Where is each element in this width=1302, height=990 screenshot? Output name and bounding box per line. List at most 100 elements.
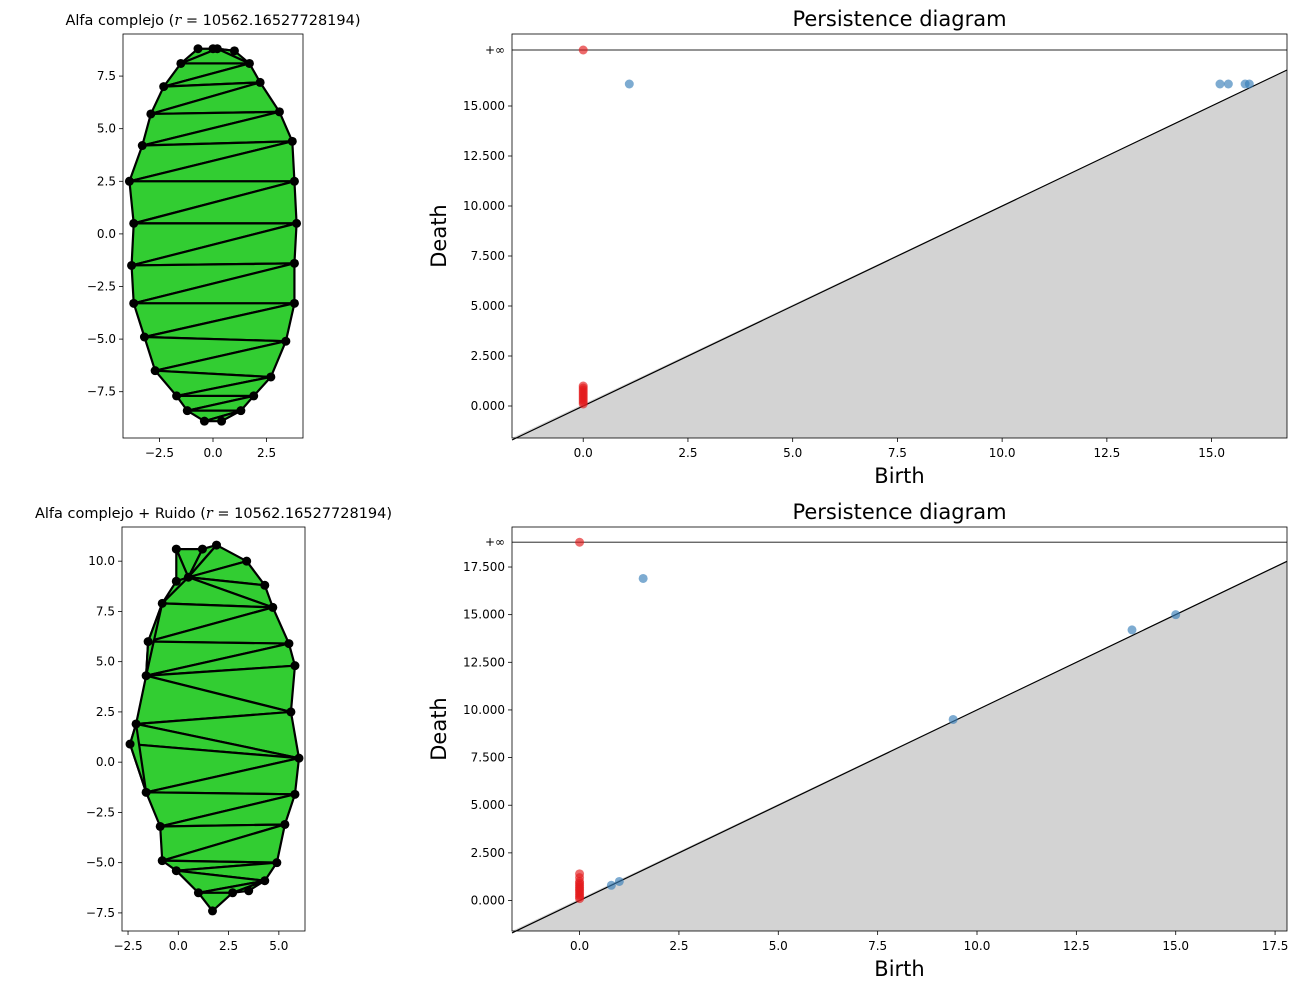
vertex-point	[125, 739, 135, 749]
y-tick-label: 0.000	[471, 399, 505, 413]
vertex-point	[274, 107, 284, 117]
vertex-point	[229, 46, 239, 56]
x-tick-label: 10.0	[964, 939, 991, 953]
title-suffix: = 10562.16527728194)	[213, 506, 392, 522]
title-prefix: Alfa complejo (	[65, 13, 174, 29]
title-r: r	[206, 506, 214, 522]
title-prefix: Alfa complejo + Ruido (	[35, 506, 206, 522]
persistence-point	[1127, 625, 1137, 635]
diagonal-line	[511, 560, 1288, 934]
vertex-point	[280, 819, 290, 829]
vertex-point	[290, 661, 300, 671]
triangle	[128, 722, 148, 794]
vertex-point	[155, 821, 165, 831]
triangle	[197, 891, 234, 913]
x-tick-label: 2.5	[257, 446, 276, 460]
y-tick-label: 2.500	[471, 349, 505, 363]
vertex-point	[242, 556, 252, 566]
y-tick-label: 5.0	[97, 122, 116, 136]
persistence-point	[1223, 79, 1233, 89]
persistence-point	[578, 381, 588, 391]
persistence-diagram-noise-panel: +∞ 0.0 2.5 5.0 7.5 10.0 12.5 15.0 17.5 0.000 2.500…	[427, 500, 1288, 981]
y-tick-label: 15.000	[463, 99, 505, 113]
vertex-point	[228, 888, 238, 898]
vertex-point	[281, 336, 291, 346]
vertex-point	[289, 298, 299, 308]
y-tick-label: 7.500	[471, 249, 505, 263]
vertex-point	[137, 141, 147, 151]
y-tick-label: 2.5	[96, 705, 115, 719]
persistence-point	[624, 79, 634, 89]
y-axis-label: Death	[427, 697, 451, 761]
persistence-point	[614, 876, 624, 886]
vertex-point	[286, 707, 296, 717]
x-tick-label: 15.0	[1198, 446, 1225, 460]
plot-title: Alfa complejo + Ruido (r = 10562.1652772…	[35, 506, 392, 522]
alpha-complex-panel: Alfa complejo (r = 10562.16527728194) −2.…	[65, 13, 360, 460]
y-tick-label: 0.0	[97, 227, 116, 241]
x-tick-label: 12.5	[1063, 939, 1090, 953]
x-tick-label: 7.5	[868, 939, 887, 953]
x-tick-label: 5.0	[769, 939, 788, 953]
vertex-point	[139, 332, 149, 342]
y-tick-label: 10.0	[88, 554, 115, 568]
vertex-point	[182, 406, 192, 416]
vertex-point	[244, 886, 254, 896]
y-tick-label: 7.500	[471, 751, 505, 765]
y-tick-label: 7.5	[96, 604, 115, 618]
y-tick-label: −2.5	[87, 280, 116, 294]
x-tick-label: −2.5	[145, 446, 174, 460]
vertex-point	[287, 136, 297, 146]
vertex-point	[131, 719, 141, 729]
vertex-point	[176, 58, 186, 68]
y-tick-label: 2.500	[471, 846, 505, 860]
axes-frame	[511, 33, 1288, 439]
x-tick-label: 2.5	[219, 939, 238, 953]
axes-frame	[121, 526, 306, 932]
vertex-point	[199, 416, 209, 426]
x-tick-label: 5.0	[269, 939, 288, 953]
vertex-point	[268, 602, 278, 612]
persistence-point	[948, 714, 958, 724]
vertex-point	[193, 888, 203, 898]
vertex-point	[289, 176, 299, 186]
x-tick-label: 0.0	[203, 446, 222, 460]
y-tick-label: 10.000	[463, 703, 505, 717]
vertex-point	[284, 639, 294, 649]
x-tick-label: 10.0	[989, 446, 1016, 460]
vertex-point	[127, 260, 137, 270]
y-tick-label: −2.5	[86, 805, 115, 819]
vertex-point	[255, 77, 265, 87]
y-tick-label: −5.0	[86, 856, 115, 870]
vertex-point	[157, 598, 167, 608]
x-tick-label: −2.5	[113, 939, 142, 953]
persistence-point	[575, 537, 585, 547]
vertex-point	[197, 544, 207, 554]
y-tick-label: 2.5	[97, 174, 116, 188]
y-tick-label: 5.000	[471, 299, 505, 313]
persistence-point	[638, 573, 648, 583]
y-tick-label: −5.0	[87, 332, 116, 346]
vertex-point	[172, 391, 182, 401]
vertex-point	[207, 906, 217, 916]
vertex-point	[236, 406, 246, 416]
vertex-point	[193, 44, 203, 54]
x-axis-label: Birth	[874, 464, 924, 488]
x-tick-label: 0.0	[574, 446, 593, 460]
persistence-diagram-panel: +∞ 0.0 2.5 5.0 7.5 10.0 12.5 15.0 0.000 2.500 5.00…	[427, 7, 1288, 488]
vertex-point	[157, 856, 167, 866]
x-tick-label: 2.5	[678, 446, 697, 460]
y-axis-label: Death	[427, 204, 451, 268]
vertex-point	[141, 787, 151, 797]
vertex-point	[289, 258, 299, 268]
title-suffix: = 10562.16527728194)	[181, 13, 360, 29]
y-tick-label: 7.5	[97, 69, 116, 83]
y-tick-label: 5.0	[96, 655, 115, 669]
plot-title: Persistence diagram	[792, 500, 1006, 524]
vertex-point	[171, 544, 181, 554]
vertex-point	[171, 866, 181, 876]
y-tick-label: 12.500	[463, 149, 505, 163]
persistence-point	[1215, 79, 1225, 89]
diagonal-line	[511, 69, 1288, 441]
